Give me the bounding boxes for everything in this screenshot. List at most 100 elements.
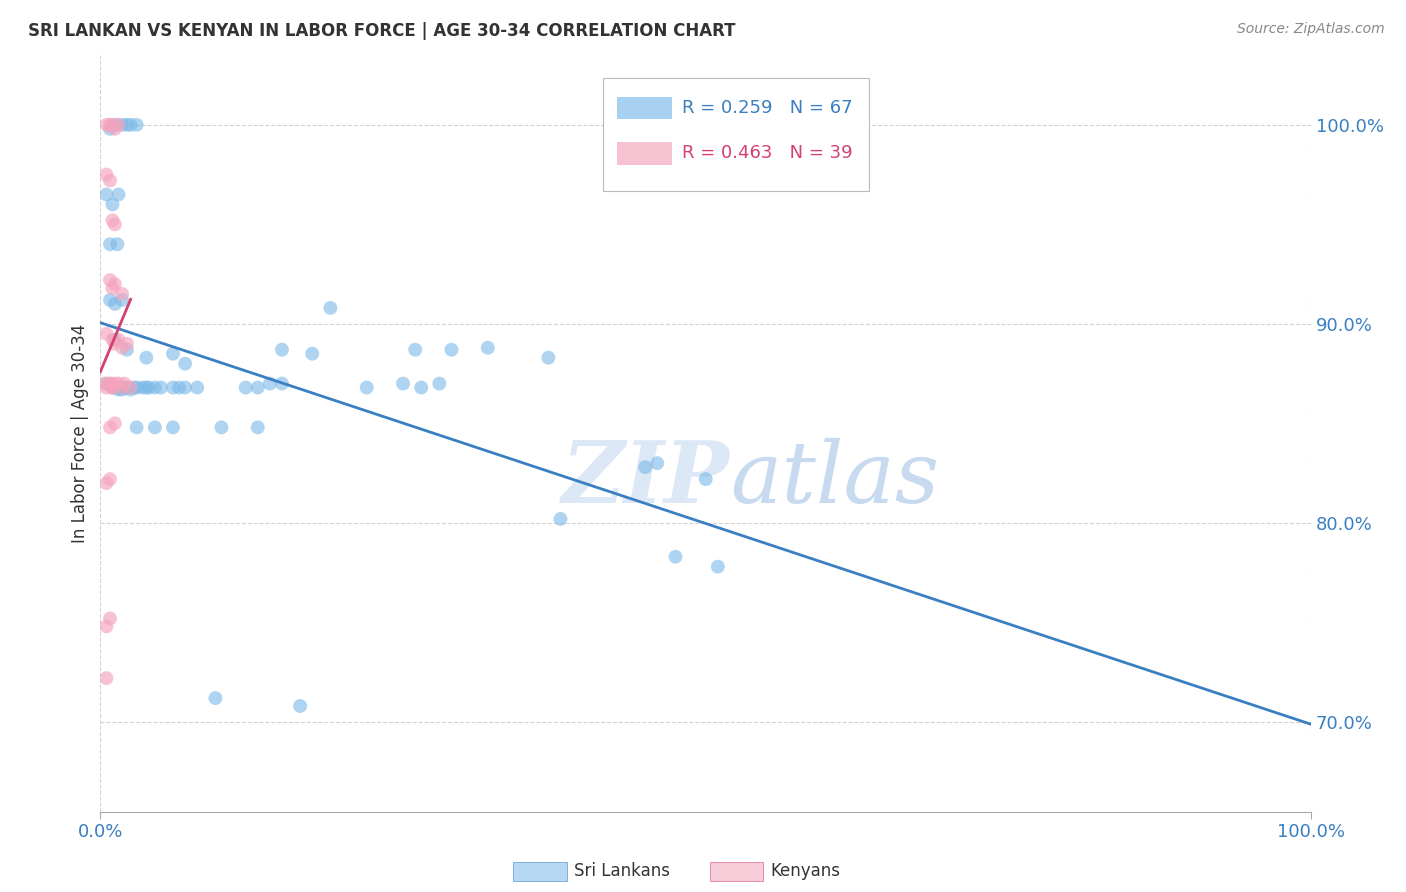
Point: [162, 380, 184, 394]
Point: [125, 118, 148, 132]
Text: Sri Lankans: Sri Lankans: [574, 863, 669, 880]
Point: [259, 376, 281, 391]
Point: [209, 420, 232, 434]
Point: [356, 380, 378, 394]
Point: [120, 383, 142, 397]
Point: [107, 118, 129, 132]
Point: [149, 380, 172, 394]
Point: [96, 619, 118, 633]
Point: [319, 301, 342, 315]
Point: [101, 281, 124, 295]
Point: [104, 277, 127, 291]
Point: [107, 376, 129, 391]
Point: [98, 376, 121, 391]
Point: [98, 420, 121, 434]
Point: [101, 380, 124, 394]
Point: [105, 380, 128, 394]
Point: [411, 380, 433, 394]
Point: [174, 357, 197, 371]
Point: [98, 237, 121, 252]
Point: [695, 472, 717, 486]
Point: [143, 420, 166, 434]
Point: [186, 380, 208, 394]
Point: [96, 671, 118, 685]
Point: [101, 333, 124, 347]
Point: [98, 173, 121, 187]
Point: [537, 351, 560, 365]
Point: [477, 341, 499, 355]
Point: [96, 187, 118, 202]
Point: [167, 380, 190, 394]
Text: ZIP: ZIP: [562, 437, 730, 520]
Point: [96, 476, 118, 491]
Point: [271, 343, 294, 357]
Y-axis label: In Labor Force | Age 30-34: In Labor Force | Age 30-34: [72, 324, 89, 543]
Point: [120, 380, 142, 394]
Point: [101, 380, 124, 394]
Point: [135, 351, 157, 365]
Point: [114, 376, 136, 391]
Point: [107, 383, 129, 397]
Point: [111, 287, 134, 301]
Point: [246, 420, 269, 434]
Point: [104, 336, 127, 351]
Point: [98, 293, 121, 307]
Bar: [617, 142, 672, 165]
Point: [162, 420, 184, 434]
Point: [104, 297, 127, 311]
Point: [96, 168, 118, 182]
Point: [96, 376, 118, 391]
Point: [115, 343, 138, 357]
Point: [107, 187, 129, 202]
Point: [111, 383, 134, 397]
Point: [96, 326, 118, 341]
Text: Source: ZipAtlas.com: Source: ZipAtlas.com: [1237, 22, 1385, 37]
Bar: [617, 96, 672, 120]
Point: [111, 341, 134, 355]
Point: [101, 213, 124, 227]
Point: [246, 380, 269, 394]
Point: [301, 347, 323, 361]
Point: [125, 380, 148, 394]
FancyBboxPatch shape: [603, 78, 869, 191]
Point: [111, 118, 134, 132]
Point: [288, 699, 311, 714]
Point: [204, 691, 226, 706]
Point: [404, 343, 426, 357]
Point: [115, 336, 138, 351]
Point: [427, 376, 450, 391]
Point: [107, 333, 129, 347]
Point: [664, 549, 686, 564]
Point: [101, 197, 124, 211]
Point: [111, 380, 134, 394]
Point: [105, 237, 128, 252]
Point: [550, 512, 572, 526]
Point: [634, 460, 657, 475]
Point: [104, 118, 127, 132]
Point: [135, 380, 157, 394]
Point: [707, 559, 730, 574]
Point: [645, 456, 668, 470]
Point: [98, 611, 121, 625]
Text: Kenyans: Kenyans: [770, 863, 841, 880]
Point: [114, 380, 136, 394]
Text: R = 0.463   N = 39: R = 0.463 N = 39: [682, 145, 852, 162]
Text: atlas: atlas: [730, 437, 939, 520]
Point: [174, 380, 197, 394]
Point: [96, 118, 118, 132]
Text: SRI LANKAN VS KENYAN IN LABOR FORCE | AGE 30-34 CORRELATION CHART: SRI LANKAN VS KENYAN IN LABOR FORCE | AG…: [28, 22, 735, 40]
Text: R = 0.259   N = 67: R = 0.259 N = 67: [682, 99, 852, 117]
Point: [93, 376, 115, 391]
Point: [125, 420, 148, 434]
Point: [96, 380, 118, 394]
Point: [111, 293, 134, 307]
Point: [288, 844, 311, 858]
Point: [138, 380, 160, 394]
Point: [132, 380, 155, 394]
Point: [122, 380, 145, 394]
Point: [115, 380, 138, 394]
Point: [104, 333, 127, 347]
Point: [143, 380, 166, 394]
Point: [104, 121, 127, 136]
Point: [115, 118, 138, 132]
